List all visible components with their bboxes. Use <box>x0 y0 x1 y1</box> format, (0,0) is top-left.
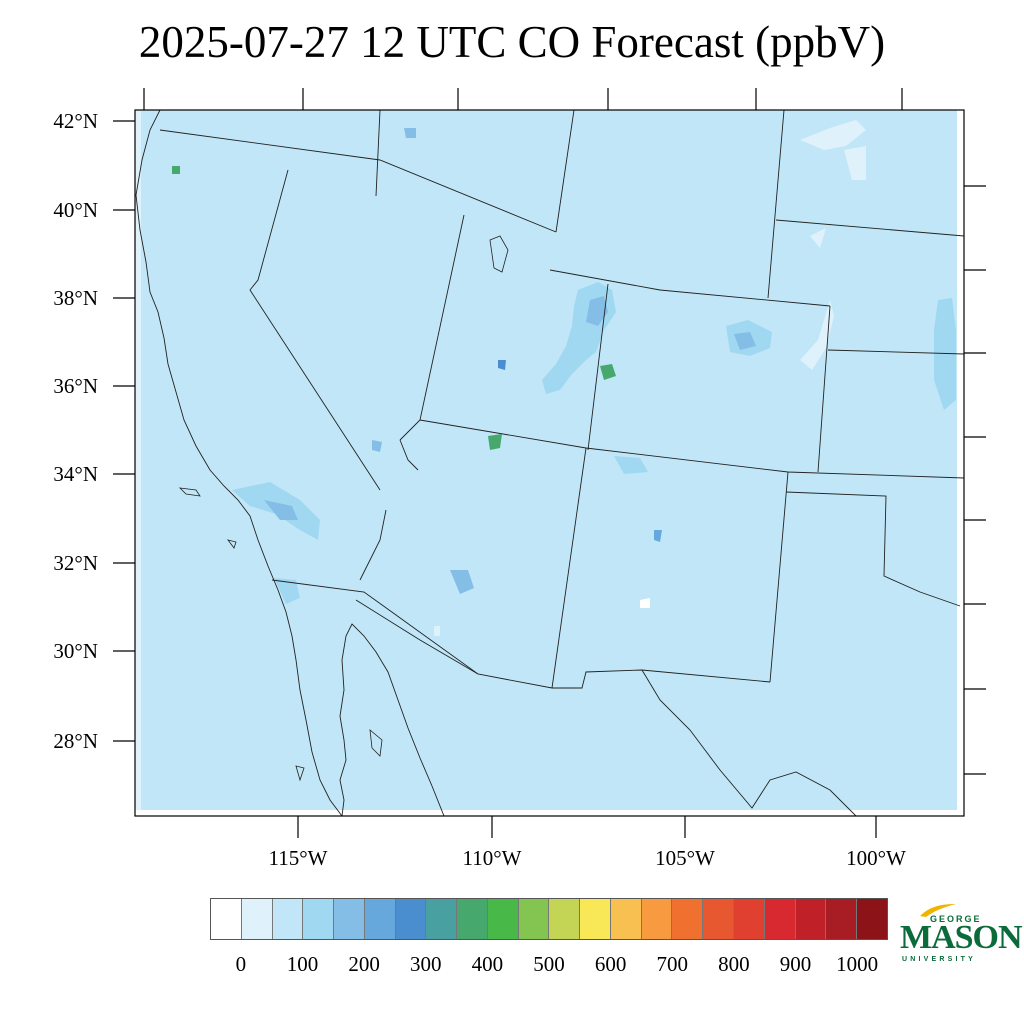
colorbar-box-14 <box>641 899 673 939</box>
colorbar-label-700: 700 <box>656 952 689 976</box>
logo-line-george: GEORGE <box>930 914 982 924</box>
colorbar-box-11 <box>549 899 581 939</box>
colorbar-box-18 <box>764 899 796 939</box>
lon-label-110w: 110°W <box>462 846 522 870</box>
colorbar-box-13 <box>610 899 642 939</box>
logo-line-mason: MASON <box>900 919 1023 956</box>
george-mason-logo: GEORGE MASON UNIVERSITY <box>898 900 1023 970</box>
colorbar <box>210 898 888 940</box>
logo-line-university: UNIVERSITY <box>902 956 977 963</box>
map-background-field <box>135 110 964 816</box>
lat-label-40n: 40°N <box>53 198 98 222</box>
lat-label-30n: 30°N <box>53 639 98 663</box>
colorbar-label-200: 200 <box>348 952 380 976</box>
colorbar-box-15 <box>672 899 704 939</box>
colorbar-box-2 <box>272 899 304 939</box>
colorbar-box-0 <box>211 899 242 939</box>
colorbar-box-21 <box>857 899 887 939</box>
colorbar-box-9 <box>487 899 519 939</box>
colorbar-box-3 <box>303 899 335 939</box>
colorbar-label-800: 800 <box>718 952 750 976</box>
colorbar-label-100: 100 <box>286 952 319 976</box>
lat-label-36n: 36°N <box>53 374 98 398</box>
lat-label-32n: 32°N <box>53 551 98 575</box>
latitude-ticks <box>113 120 135 742</box>
lon-label-100w: 100°W <box>846 846 906 870</box>
longitude-ticks <box>297 816 877 838</box>
colorbar-box-12 <box>580 899 611 939</box>
lat-label-38n: 38°N <box>53 286 98 310</box>
colorbar-box-8 <box>457 899 488 939</box>
colorbar-box-19 <box>795 899 827 939</box>
concentration-patches <box>172 120 956 636</box>
colorbar-label-0: 0 <box>235 952 247 976</box>
colorbar-box-10 <box>518 899 550 939</box>
lat-label-28n: 28°N <box>53 729 98 753</box>
colorbar-box-20 <box>826 899 858 939</box>
colorbar-box-4 <box>334 899 365 939</box>
lon-label-115w: 115°W <box>268 846 328 870</box>
map-title: 2025-07-27 12 UTC CO Forecast (ppbV) <box>138 17 886 67</box>
colorbar-box-17 <box>734 899 765 939</box>
colorbar-box-16 <box>703 899 735 939</box>
colorbar-box-6 <box>395 899 427 939</box>
colorbar-box-7 <box>426 899 458 939</box>
logo-swoosh-icon <box>920 904 956 917</box>
colorbar-label-600: 600 <box>594 952 627 976</box>
lon-label-105w: 105°W <box>655 846 715 870</box>
colorbar-label-300: 300 <box>409 952 442 976</box>
colorbar-label-1000: 1000 <box>836 952 879 976</box>
political-boundaries <box>135 110 964 816</box>
colorbar-label-900: 900 <box>779 952 812 976</box>
colorbar-label-500: 500 <box>533 952 565 976</box>
colorbar-box-1 <box>241 899 273 939</box>
colorbar-label-400: 400 <box>471 952 504 976</box>
lat-label-34n: 34°N <box>53 462 98 486</box>
lat-label-42n: 42°N <box>53 109 98 133</box>
colorbar-box-5 <box>364 899 396 939</box>
